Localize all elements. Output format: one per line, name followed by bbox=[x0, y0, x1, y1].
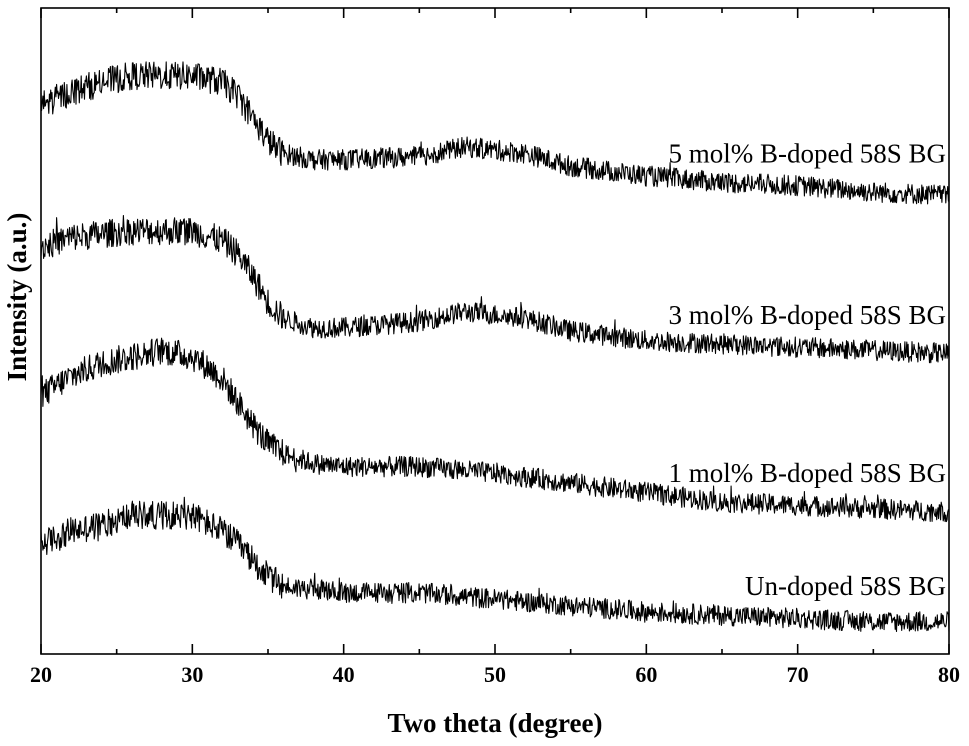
x-tick-label: 30 bbox=[181, 662, 203, 687]
y-axis-title: Intensity (a.u.) bbox=[2, 213, 32, 382]
x-tick-label: 40 bbox=[333, 662, 355, 687]
series-labels-group: Un-doped 58S BG 1 mol% B-doped 58S BG 3 mo… bbox=[668, 138, 946, 601]
plot-axes: 20 30 40 50 60 70 80 bbox=[30, 7, 960, 687]
series-label-3: 5 mol% B-doped 58S BG bbox=[668, 138, 946, 168]
x-axis-title: Two theta (degree) bbox=[388, 708, 603, 738]
x-tick-label: 80 bbox=[938, 662, 960, 687]
series-line-0 bbox=[40, 496, 950, 633]
series-line-3 bbox=[40, 61, 950, 205]
series-group bbox=[40, 61, 950, 633]
x-tick-label: 50 bbox=[484, 662, 506, 687]
x-tick-label: 20 bbox=[30, 662, 52, 687]
plot-frame bbox=[40, 7, 950, 655]
series-label-2: 3 mol% B-doped 58S BG bbox=[668, 300, 946, 330]
series-label-1: 1 mol% B-doped 58S BG bbox=[668, 458, 946, 488]
series-label-0: Un-doped 58S BG bbox=[745, 571, 946, 601]
series-line-1 bbox=[40, 337, 950, 523]
x-tick-label: 60 bbox=[635, 662, 657, 687]
x-tick-label: 70 bbox=[787, 662, 809, 687]
series-line-2 bbox=[40, 214, 950, 364]
